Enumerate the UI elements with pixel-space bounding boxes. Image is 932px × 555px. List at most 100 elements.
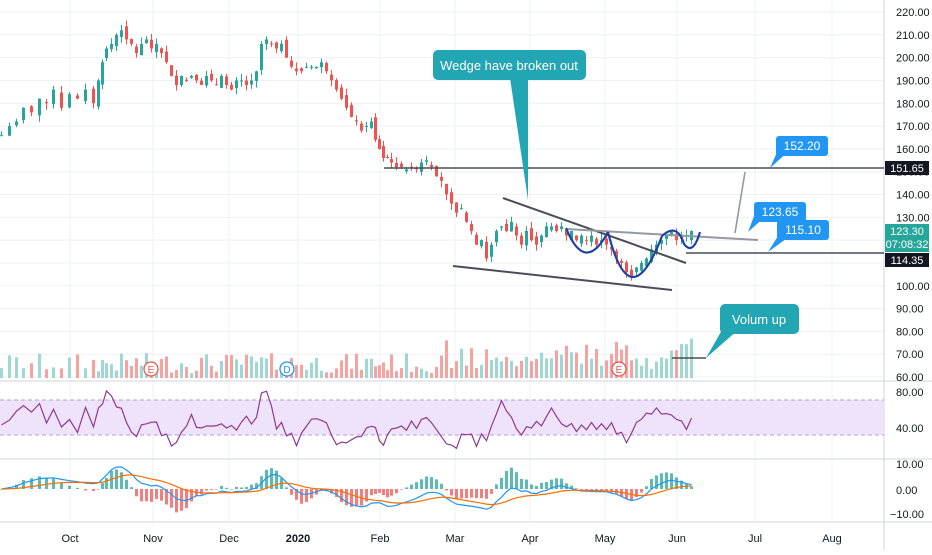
volume-bar <box>220 360 223 378</box>
candle <box>350 102 353 118</box>
volume-bar <box>38 353 41 378</box>
event-marker-dividend[interactable]: D <box>279 361 295 377</box>
macd-axis[interactable]: 10.00 0.00 −10.00 <box>890 459 924 521</box>
volume-bar <box>350 368 353 378</box>
candle <box>101 59 104 90</box>
price-tick-label: 60.00 <box>896 372 924 384</box>
candle <box>530 221 533 242</box>
candle <box>165 45 168 64</box>
volume-bars <box>0 338 693 378</box>
candle <box>180 75 183 87</box>
volume-bar <box>355 353 358 378</box>
candle <box>535 231 538 251</box>
volume-bar <box>535 358 538 378</box>
volume-callout[interactable]: Volum up <box>706 304 799 358</box>
neckline[interactable] <box>565 228 759 241</box>
volume-bar <box>405 353 408 378</box>
pattern-left-shoulder[interactable] <box>564 227 609 254</box>
candle <box>305 62 308 69</box>
volume-bar <box>160 359 163 378</box>
volume-bar <box>84 368 87 378</box>
price-tick-label: 210.00 <box>896 30 930 42</box>
target-label-123[interactable]: 123.65 <box>748 202 806 232</box>
candle <box>555 223 558 233</box>
volume-bar <box>665 358 668 378</box>
candle <box>175 69 178 91</box>
volume-bar <box>240 364 243 378</box>
volume-bar <box>68 357 71 378</box>
volume-bar <box>8 355 11 378</box>
candle <box>200 77 203 86</box>
volume-bar <box>430 372 433 378</box>
event-marker-earnings-1[interactable]: E <box>143 361 159 377</box>
volume-bar <box>450 367 453 378</box>
pattern-head[interactable] <box>606 231 664 279</box>
volume-bar <box>386 370 389 378</box>
volume-bar <box>680 344 683 378</box>
candle <box>310 65 313 70</box>
candle <box>250 73 253 89</box>
volume-bar <box>125 360 128 378</box>
volume-bar <box>525 356 528 378</box>
candle <box>97 78 100 110</box>
volume-bar <box>165 356 168 378</box>
target-projection-line[interactable] <box>734 171 746 234</box>
candle <box>410 162 413 171</box>
volume-bar <box>445 340 448 378</box>
time-axis[interactable]: Oct Nov Dec 2020 Feb Mar Apr May Jun Jul Aug <box>61 533 841 545</box>
candle <box>455 202 458 218</box>
candle <box>230 81 233 91</box>
trend-drawings[interactable] <box>384 167 884 359</box>
volume-bar <box>650 369 653 378</box>
candle <box>450 188 453 210</box>
volume-bar <box>465 365 468 378</box>
candle <box>435 165 438 177</box>
candle <box>520 232 523 249</box>
wedge-lower-line[interactable] <box>452 265 673 291</box>
volume-bar <box>495 357 498 378</box>
volume-bar <box>300 364 303 378</box>
candle <box>470 220 473 235</box>
wedge-callout[interactable]: Wedge have broken out <box>433 50 586 200</box>
candle <box>170 64 173 77</box>
candle <box>235 77 238 95</box>
target-label-152[interactable]: 152.20 <box>770 136 828 168</box>
volume-bar <box>0 368 3 378</box>
volume-bar <box>455 361 458 378</box>
price-tick-label: 170.00 <box>896 121 930 133</box>
event-marker-earnings-2[interactable]: E <box>611 361 627 377</box>
macd-tick-label: 10.00 <box>896 459 924 471</box>
volume-bar <box>101 360 104 378</box>
volume-bar <box>625 345 628 378</box>
volume-bar <box>120 353 123 378</box>
price-tick-label: 130.00 <box>896 212 930 224</box>
rsi-axis[interactable]: 80.00 40.00 <box>896 387 924 435</box>
volume-bar <box>235 359 238 378</box>
rsi-tick-label: 80.00 <box>896 387 924 399</box>
price-tick-label: 90.00 <box>896 304 924 316</box>
time-axis-label: Feb <box>371 533 390 545</box>
candle <box>76 93 79 100</box>
volume-bar <box>360 369 363 378</box>
price-axis[interactable]: 220.00 210.00 200.00 190.00 180.00 170.00 160.… <box>896 7 930 384</box>
candle <box>370 117 373 130</box>
candle <box>30 105 33 117</box>
volume-bar <box>390 354 393 378</box>
time-axis-label: Oct <box>61 533 78 545</box>
volume-bar <box>310 362 313 378</box>
volume-bar <box>335 368 338 378</box>
candle <box>540 234 543 248</box>
volume-bar <box>520 360 523 378</box>
volume-bar <box>545 358 548 378</box>
volume-bar <box>260 357 263 378</box>
price-tick-label: 70.00 <box>896 349 924 361</box>
volume-bar <box>555 350 558 378</box>
pattern-right-shoulder[interactable] <box>661 229 702 250</box>
price-tick-label: 140.00 <box>896 190 930 202</box>
volume-bar <box>175 370 178 378</box>
target-label-115[interactable]: 115.10 <box>768 220 829 252</box>
candle <box>215 78 218 86</box>
volume-bar <box>135 358 138 378</box>
